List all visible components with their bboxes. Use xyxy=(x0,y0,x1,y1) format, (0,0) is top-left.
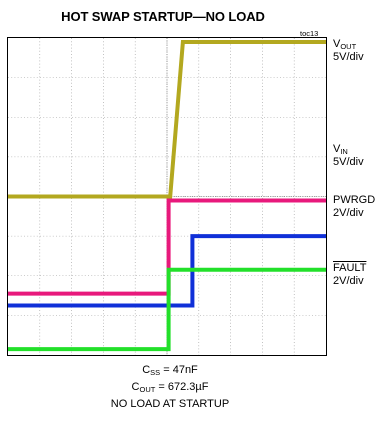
load-condition: NO LOAD AT STARTUP xyxy=(110,398,230,410)
figure-id: toc13 xyxy=(300,29,319,38)
plot-frame xyxy=(7,37,327,356)
trace-vout xyxy=(8,40,326,199)
chart-title: HOT SWAP STARTUP—NO LOAD xyxy=(61,9,265,24)
legend-vin: VIN 5V/div xyxy=(333,143,364,168)
legend-pwrgd: PWRGD 2V/div xyxy=(333,194,376,219)
fault-scale: 2V/div xyxy=(333,275,364,287)
vout-scale: 5V/div xyxy=(333,51,364,63)
css-condition: CSS = 47nF xyxy=(142,364,198,377)
legend-vout: VOUT 5V/div xyxy=(333,38,364,63)
scope-traces xyxy=(8,40,326,352)
vin-scale: 5V/div xyxy=(333,156,364,168)
pwrgd-scale: 2V/div xyxy=(333,207,364,219)
cout-condition: COUT = 672.3µF xyxy=(131,381,209,394)
trace-fault xyxy=(8,267,326,352)
legend-fault: FAULT 2V/div xyxy=(333,262,367,287)
